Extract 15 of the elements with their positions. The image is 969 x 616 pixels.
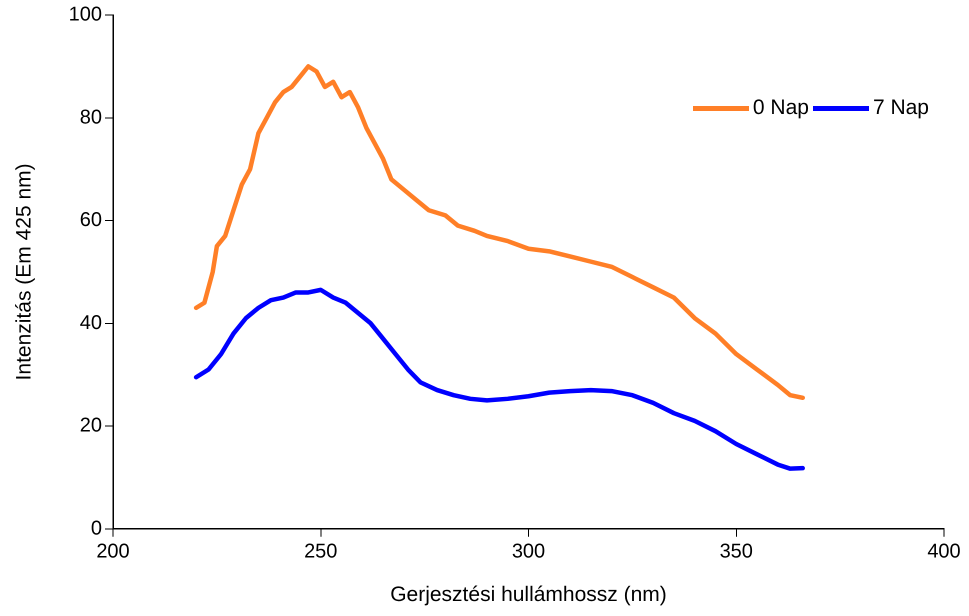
x-tick-label: 200 (96, 540, 130, 562)
y-tick-label: 100 (68, 4, 102, 26)
y-tick-label: 0 (90, 517, 102, 540)
y-tick-label: 80 (80, 106, 102, 128)
legend-label: 7 Nap (872, 96, 929, 120)
x-tick-label: 250 (304, 540, 338, 562)
legend-label: 0 Nap (752, 96, 809, 120)
x-axis-title: Gerjesztési hullámhossz (nm) (390, 583, 667, 606)
x-tick-label: 400 (927, 540, 961, 562)
y-tick-label: 20 (80, 414, 102, 437)
y-axis-title: Intenzitás (Em 425 nm) (12, 163, 36, 380)
y-tick-label: 60 (80, 209, 102, 232)
x-tick-label: 300 (512, 540, 546, 562)
y-tick-label: 40 (80, 312, 102, 334)
x-tick-label: 350 (720, 540, 753, 562)
